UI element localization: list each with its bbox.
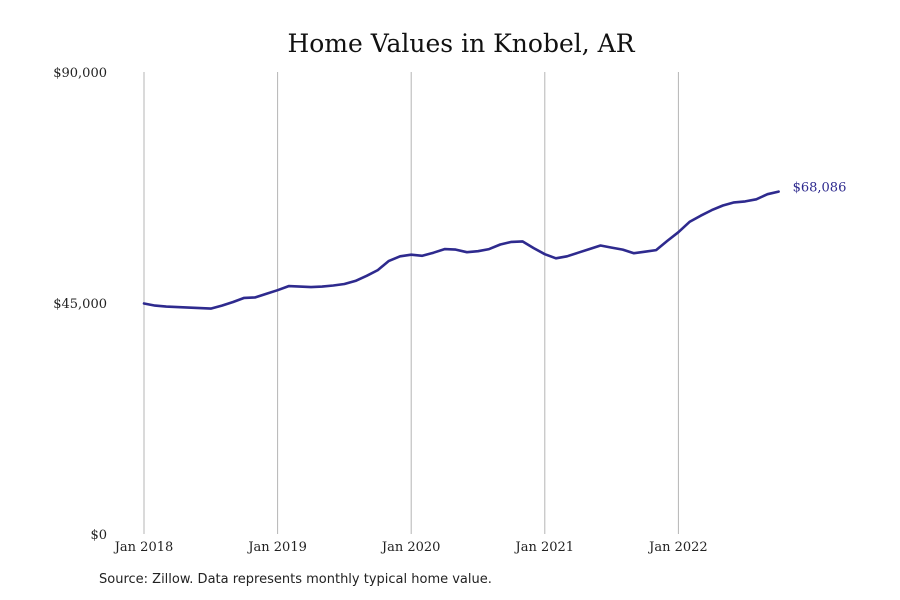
series-line [142, 190, 780, 310]
y-tick-label: $0 [90, 528, 107, 543]
x-tick-label: Jan 2019 [246, 540, 307, 555]
x-tick-label: Jan 2022 [647, 540, 708, 555]
series-lines [142, 190, 780, 310]
x-tick-label: Jan 2018 [113, 540, 174, 555]
x-axis-ticks: Jan 2018 Jan 2019 Jan 2020 Jan 2021 Jan 2022 [113, 540, 708, 555]
y-tick-label: $45,000 [53, 297, 107, 312]
chart-title: Home Values in Knobel, AR [287, 29, 635, 58]
source-note: Source: Zillow. Data represents monthly … [99, 572, 492, 587]
x-tick-label: Jan 2020 [380, 540, 441, 555]
end-labels: $68,086 [793, 181, 847, 196]
y-axis-ticks: $0 $45,000 $90,000 [53, 66, 107, 543]
end-value-label: $68,086 [793, 181, 847, 196]
y-tick-label: $90,000 [53, 66, 107, 81]
grid-lines [143, 72, 679, 534]
x-tick-label: Jan 2021 [514, 540, 575, 555]
